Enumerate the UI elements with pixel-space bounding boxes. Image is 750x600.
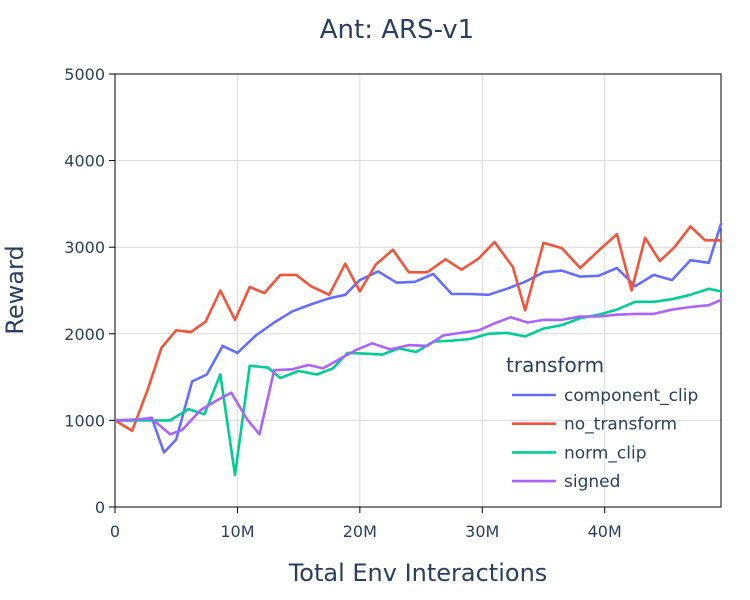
- y-tick-label: 4000: [64, 152, 105, 171]
- legend-label-no-transform: no_transform: [564, 415, 677, 435]
- legend-label-signed: signed: [564, 472, 620, 492]
- y-tick-label: 0: [95, 498, 105, 517]
- y-tick-label: 1000: [64, 411, 105, 430]
- x-tick-label: 0: [110, 522, 120, 541]
- x-tick-label: 30M: [465, 522, 499, 541]
- y-tick-label: 5000: [64, 65, 105, 84]
- series-line-no-transform: [113, 225, 723, 433]
- series-line-signed: [113, 298, 723, 436]
- x-tick-label: 40M: [588, 522, 622, 541]
- legend-label-component-clip: component_clip: [564, 386, 698, 406]
- legend: transform component_clip no_transformnorm…: [506, 353, 698, 492]
- x-axis-ticks: 0 10M 20M 30M 40M: [110, 507, 622, 541]
- legend-label-norm-clip: norm_clip: [564, 443, 647, 463]
- y-axis-ticks: 0 1000 2000 3000 4000 5000: [64, 65, 115, 517]
- series-line-norm-clip: [113, 287, 723, 477]
- chart-title: Ant: ARS-v1: [320, 15, 474, 45]
- legend-title: transform: [506, 353, 604, 377]
- y-tick-label: 2000: [64, 325, 105, 344]
- x-axis-title: Total Env Interactions: [288, 559, 548, 587]
- x-tick-label: 20M: [343, 522, 377, 541]
- series-lines: [113, 222, 723, 477]
- y-tick-label: 3000: [64, 238, 105, 257]
- y-axis-title: Reward: [1, 245, 29, 334]
- x-tick-label: 10M: [220, 522, 254, 541]
- series-line-component-clip: [113, 222, 723, 454]
